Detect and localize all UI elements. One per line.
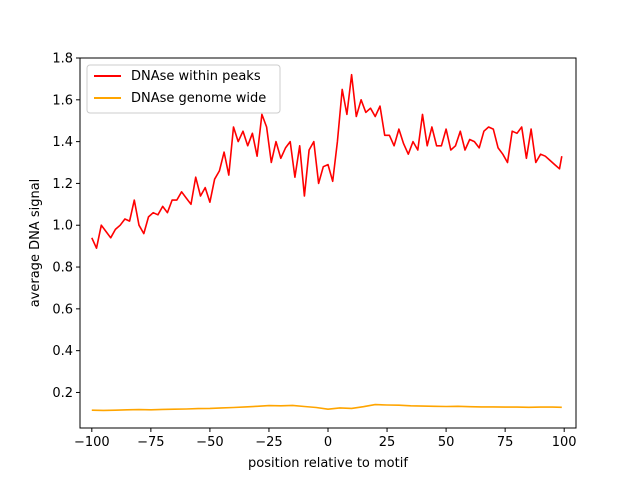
y-tick-label: 1.2 [52,177,73,192]
x-axis: −100 −75 −50 −25 0 25 50 75 100 [74,428,577,450]
plot-area [79,57,577,429]
x-tick-label: −25 [255,435,282,450]
y-axis: 0.2 0.4 0.6 0.8 1.0 1.2 1.4 1.6 1.8 [52,52,80,401]
legend-label-within-peaks: DNAse within peaks [131,69,261,84]
x-tick-label: 75 [497,435,514,450]
y-tick-label: 0.2 [52,386,73,401]
y-axis-label: average DNA signal [28,179,43,308]
y-tick-label: 1.4 [52,135,73,150]
x-tick-label: 0 [324,435,332,450]
y-tick-label: 0.6 [52,302,73,317]
x-tick-label: −75 [137,435,164,450]
x-tick-label: 50 [438,435,455,450]
series-line-1 [91,403,562,412]
y-tick-label: 1.8 [52,52,73,67]
x-tick-label: −50 [196,435,223,450]
series-line-0 [91,73,563,249]
y-tick-label: 1.0 [52,219,73,234]
x-tick-label: 100 [552,435,577,450]
y-tick-label: 0.8 [52,261,73,276]
x-axis-label: position relative to motif [248,456,408,471]
y-tick-label: 0.4 [52,344,73,359]
x-tick-label: 25 [379,435,396,450]
series-layer [91,73,563,412]
legend: DNAse within peaks DNAse genome wide [86,64,281,114]
x-tick-label: −100 [74,435,110,450]
legend-label-genome-wide: DNAse genome wide [131,91,266,106]
y-tick-label: 1.6 [52,93,73,108]
legend-box [86,64,281,114]
